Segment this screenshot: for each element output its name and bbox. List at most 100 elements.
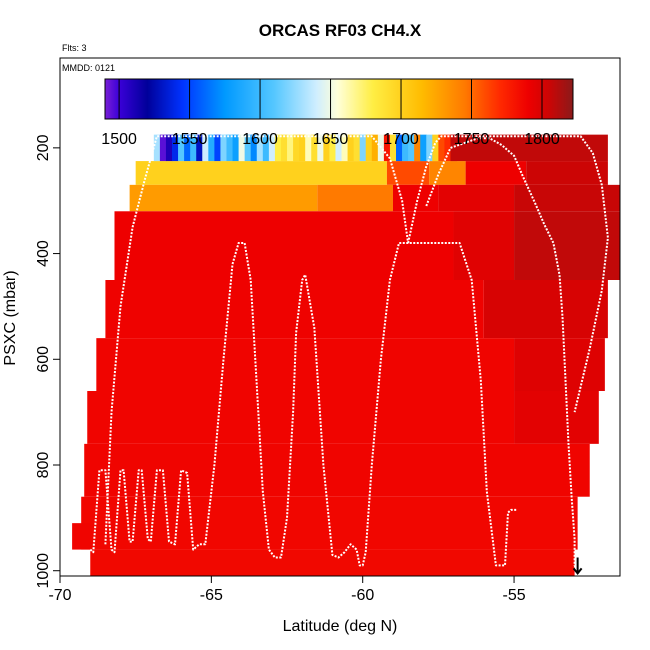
heatmap-cell xyxy=(438,134,445,162)
colorbar-tick-label: 1650 xyxy=(313,131,349,148)
heatmap-cell xyxy=(129,184,318,212)
heatmap-cell xyxy=(105,280,484,339)
heatmap-cell xyxy=(190,134,197,162)
heatmap-cell xyxy=(299,134,306,162)
heatmap-cell xyxy=(202,134,209,162)
heatmap-cell xyxy=(311,134,318,162)
heatmap-cell xyxy=(408,134,415,162)
heatmap-cell xyxy=(165,134,173,162)
colorbar-tick-label: 1500 xyxy=(101,131,137,148)
heatmap-cell xyxy=(232,134,240,162)
heatmap-cell xyxy=(353,134,361,162)
heatmap-cell xyxy=(465,161,527,185)
heatmap-cell xyxy=(96,338,515,391)
arrow-marker xyxy=(572,557,583,575)
heatmap-cell xyxy=(196,134,203,162)
heatmap-cell xyxy=(389,134,397,162)
heatmap-cell xyxy=(317,134,324,162)
heatmap-cell xyxy=(396,134,403,162)
heatmap-cell xyxy=(208,134,215,162)
heatmap-cell xyxy=(87,391,515,444)
plot-frame xyxy=(59,57,621,577)
y-tick-label: 800 xyxy=(35,452,52,479)
heatmap-cell xyxy=(135,161,387,185)
heatmap-cell xyxy=(250,134,258,162)
heatmap-cell xyxy=(383,134,391,162)
chart-title: ORCAS RF03 CH4.X xyxy=(259,21,422,40)
flight-track-4 xyxy=(425,137,579,574)
heatmap-cell xyxy=(483,280,608,339)
heatmap-cell xyxy=(341,134,349,162)
x-tick-label: -55 xyxy=(502,587,525,604)
x-axis-label: Latitude (deg N) xyxy=(283,618,398,635)
heatmap-cell xyxy=(244,134,252,162)
colorbar-frame xyxy=(104,78,574,120)
heatmap-cell xyxy=(84,443,590,497)
heatmap-cell xyxy=(274,134,282,162)
heatmap-cell xyxy=(214,134,221,162)
heatmap-cell xyxy=(153,134,161,162)
colorbar-tick-label: 1700 xyxy=(383,131,419,148)
x-tick-label: -70 xyxy=(48,587,71,604)
flight-track-2 xyxy=(104,135,410,545)
heatmap-cell xyxy=(438,184,515,212)
y-tick-label: 400 xyxy=(35,240,52,267)
heatmap-cell xyxy=(256,134,264,162)
heatmap-cell xyxy=(414,134,421,162)
arrow-head xyxy=(572,567,583,575)
heatmap-cell xyxy=(365,134,373,162)
heatmap-cell xyxy=(317,184,393,212)
heatmap-cell xyxy=(386,161,430,185)
heatmap-cell xyxy=(377,134,385,162)
heatmap-cell xyxy=(359,134,367,162)
heatmap-cell xyxy=(287,134,294,162)
heatmap-cell xyxy=(371,134,379,162)
y-tick-label: 600 xyxy=(35,346,52,373)
heatmap-cell xyxy=(178,134,185,162)
y-axis-label: PSXC (mbar) xyxy=(2,270,19,365)
heatmap-cell xyxy=(268,134,276,162)
heatmap-cell xyxy=(226,134,234,162)
heatmap-cell xyxy=(172,134,179,162)
x-tick-label: -65 xyxy=(200,587,223,604)
y-tick-label: 200 xyxy=(35,134,52,161)
flight-track-1 xyxy=(89,242,518,567)
colorbar-tick-label: 1550 xyxy=(172,131,208,148)
colorbar: 1500 1550 1600 1650 1700 1750 1800 xyxy=(101,78,574,148)
colorbar-tick-label: 1600 xyxy=(242,131,278,148)
heatmap-cell xyxy=(72,523,91,550)
heatmap-cell xyxy=(159,134,167,162)
heatmap-cell xyxy=(347,134,355,162)
heatmap-cell xyxy=(514,211,620,280)
heatmap-cell xyxy=(426,134,433,162)
heatmap-cell xyxy=(238,134,246,162)
heatmap-cell xyxy=(450,134,608,162)
heatmap-cell xyxy=(432,134,439,162)
heatmap-cell xyxy=(323,134,330,162)
heatmap-cell xyxy=(402,134,409,162)
heatmap-cell xyxy=(220,134,227,162)
heatmap-cell xyxy=(429,161,466,185)
axes: -70 -65 -60 -55 200 400 600 800 1000 xyxy=(35,134,525,604)
flights-note: Flts: 3 xyxy=(62,43,87,53)
heatmap-cell xyxy=(420,134,427,162)
heatmap-cell xyxy=(262,134,270,162)
colorbar-tick-label: 1750 xyxy=(454,131,490,148)
colorbar-tick-label: 1800 xyxy=(524,131,560,148)
heatmap-cell xyxy=(526,161,608,185)
heatmap-cell xyxy=(114,211,454,280)
colorbar-gradient xyxy=(105,79,573,119)
date-note: MMDD: 0121 xyxy=(62,63,115,73)
heatmap-cell xyxy=(453,211,515,280)
heatmap-cell xyxy=(184,134,191,162)
x-tick-label: -60 xyxy=(351,587,374,604)
heatmap-cell xyxy=(514,338,605,391)
heatmap-cell xyxy=(305,134,312,162)
heatmap-cell xyxy=(293,134,300,162)
plot-area xyxy=(72,134,620,576)
heatmap-cell xyxy=(280,134,288,162)
heatmap-cell xyxy=(335,134,343,162)
y-tick-label: 1000 xyxy=(35,553,52,589)
heatmap-cell xyxy=(90,549,575,576)
